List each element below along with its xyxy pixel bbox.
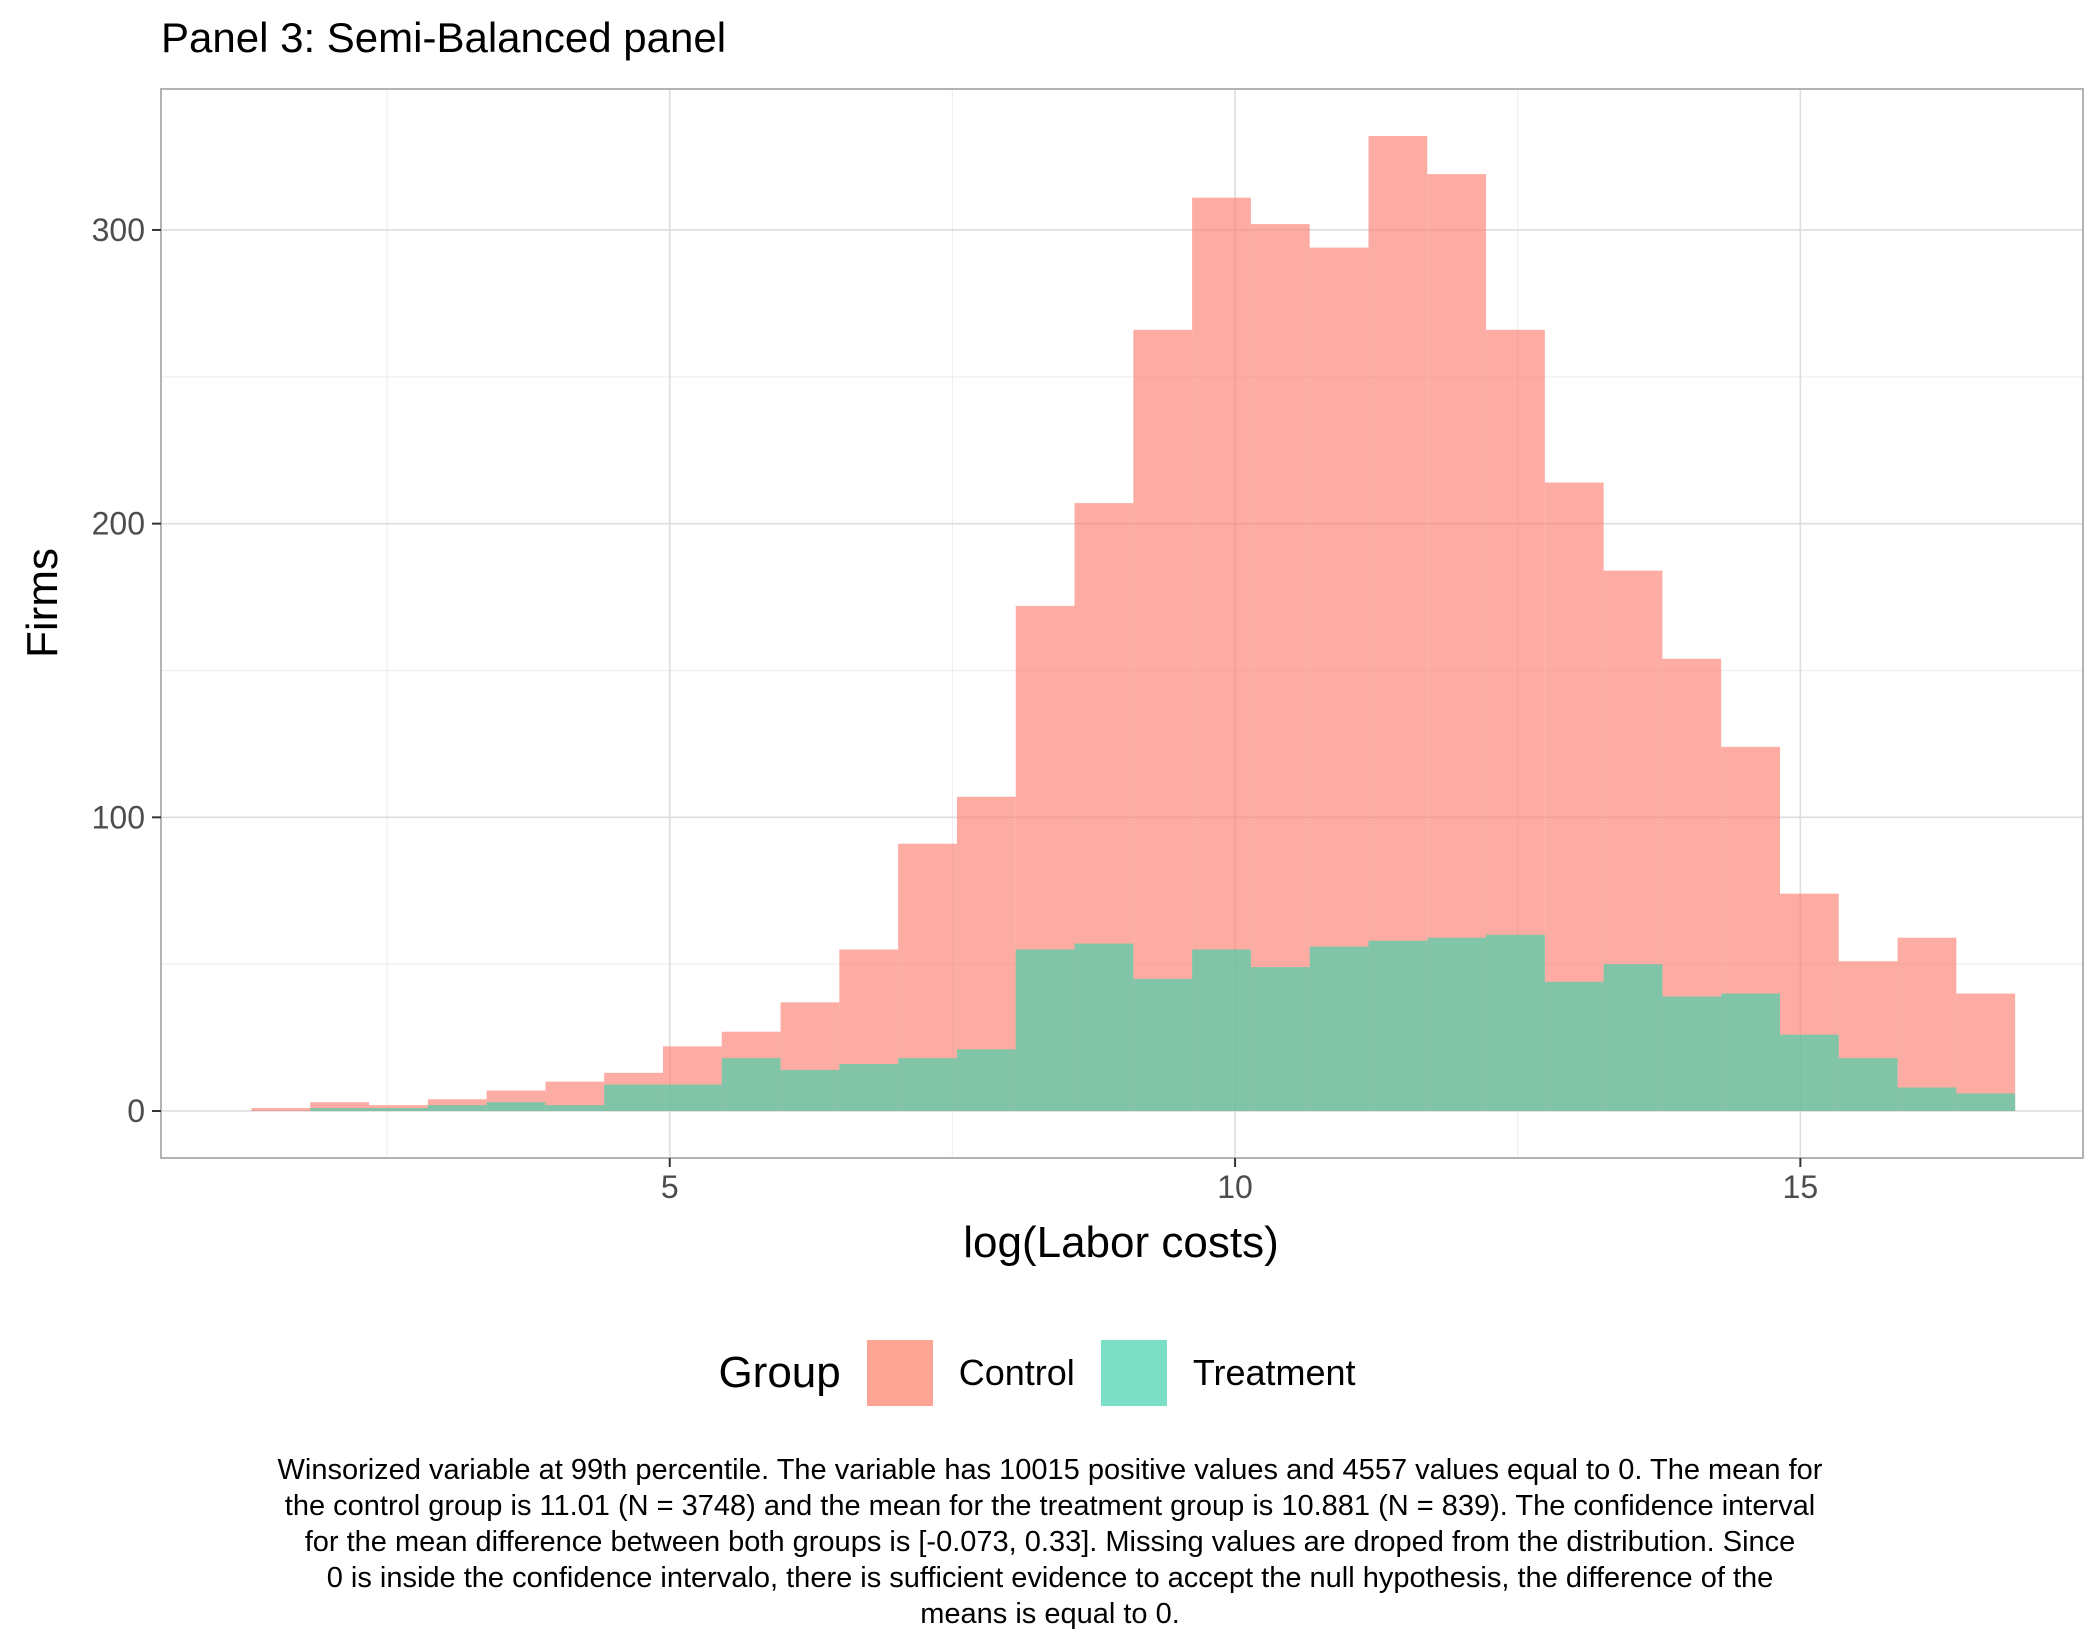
legend: Group Control Treatment — [0, 1336, 2100, 1410]
bar-treatment — [604, 1084, 663, 1112]
chart-caption: Winsorized variable at 99th percentile. … — [150, 1452, 1950, 1632]
bar-treatment — [1662, 996, 1722, 1112]
axes: 5 10 15 0 100 200 300 — [92, 212, 1819, 1205]
bar-treatment — [1015, 949, 1075, 1112]
bar-treatment — [1192, 949, 1251, 1112]
plot-panel-border — [160, 88, 2084, 1159]
bar-treatment — [486, 1102, 546, 1112]
x-tick-label: 15 — [1783, 1169, 1819, 1205]
bar-treatment — [1486, 934, 1545, 1112]
x-axis-title: log(Labor costs) — [963, 1218, 1278, 1267]
legend-title: Group — [718, 1348, 841, 1397]
x-tick-label: 10 — [1217, 1169, 1253, 1205]
legend-key-treatment — [1100, 1340, 1167, 1406]
chart-title: Panel 3: Semi-Balanced panel — [161, 14, 727, 61]
y-tick-label: 100 — [92, 799, 145, 835]
bar-treatment — [956, 1049, 1016, 1112]
bar-control — [251, 1108, 311, 1112]
legend-label-treatment: Treatment — [1192, 1352, 1356, 1393]
bar-treatment — [1427, 937, 1487, 1112]
bar-treatment — [1544, 981, 1604, 1112]
bar-treatment — [1074, 943, 1134, 1112]
bar-treatment — [545, 1105, 605, 1112]
y-tick-label: 300 — [92, 212, 145, 248]
bar-treatment — [1133, 978, 1193, 1112]
caption-line: 0 is inside the confidence intervalo, th… — [326, 1562, 1774, 1594]
y-axis-title: Firms — [18, 548, 67, 658]
caption-line: the control group is 11.01 (N = 3748) an… — [284, 1490, 1816, 1522]
bar-treatment — [1309, 946, 1369, 1112]
x-tick-label: 5 — [661, 1169, 679, 1205]
bar-treatment — [839, 1064, 899, 1112]
bar-treatment — [310, 1108, 370, 1112]
histogram-chart: 5 10 15 0 100 200 300 log(Labor costs) Firms — [18, 88, 2084, 1267]
legend-label-control: Control — [958, 1352, 1075, 1393]
caption-line: means is equal to 0. — [920, 1598, 1180, 1630]
y-tick-label: 0 — [127, 1093, 145, 1129]
bar-treatment — [369, 1108, 428, 1112]
treatment-bars — [310, 934, 2016, 1112]
bar-control — [310, 1102, 370, 1112]
bar-treatment — [427, 1105, 487, 1112]
bar-control — [1250, 224, 1310, 1112]
bar-treatment — [1897, 1087, 1957, 1112]
bar-treatment — [1956, 1093, 2016, 1112]
bar-treatment — [780, 1069, 840, 1112]
bar-treatment — [1721, 993, 1781, 1112]
bar-treatment — [1780, 1034, 1839, 1112]
bar-treatment — [662, 1084, 722, 1112]
bar-treatment — [1368, 940, 1428, 1112]
bar-treatment — [1838, 1058, 1898, 1112]
caption-line: Winsorized variable at 99th percentile. … — [277, 1454, 1823, 1486]
bar-treatment — [1603, 964, 1663, 1112]
bar-treatment — [898, 1058, 957, 1112]
bar-treatment — [721, 1058, 781, 1112]
caption-line: for the mean difference between both gro… — [304, 1526, 1796, 1558]
bar-treatment — [1250, 967, 1310, 1112]
y-tick-label: 200 — [92, 506, 145, 542]
legend-key-control — [866, 1340, 933, 1406]
bar-control — [1897, 937, 1957, 1112]
bar-control — [1956, 993, 2016, 1112]
